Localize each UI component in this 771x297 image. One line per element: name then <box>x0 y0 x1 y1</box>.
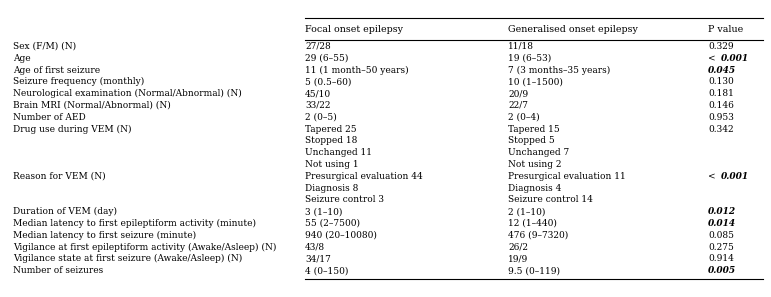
Text: 0.085: 0.085 <box>708 231 734 240</box>
Text: 55 (2–7500): 55 (2–7500) <box>305 219 360 228</box>
Text: 940 (20–10080): 940 (20–10080) <box>305 231 377 240</box>
Text: Unchanged 7: Unchanged 7 <box>508 148 569 157</box>
Text: 27/28: 27/28 <box>305 42 331 51</box>
Text: <: < <box>708 54 719 63</box>
Text: Focal onset epilepsy: Focal onset epilepsy <box>305 24 403 34</box>
Text: 0.342: 0.342 <box>708 124 734 134</box>
Text: Vigilance state at first seizure (Awake/Asleep) (N): Vigilance state at first seizure (Awake/… <box>13 254 242 263</box>
Text: Unchanged 11: Unchanged 11 <box>305 148 372 157</box>
Text: 7 (3 months–35 years): 7 (3 months–35 years) <box>508 66 611 75</box>
Text: Age of first seizure: Age of first seizure <box>13 66 100 75</box>
Text: Stopped 18: Stopped 18 <box>305 136 358 146</box>
Text: Reason for VEM (N): Reason for VEM (N) <box>13 172 106 181</box>
Text: 5 (0.5–60): 5 (0.5–60) <box>305 78 352 86</box>
Text: Generalised onset epilepsy: Generalised onset epilepsy <box>508 24 638 34</box>
Text: Brain MRI (Normal/Abnormal) (N): Brain MRI (Normal/Abnormal) (N) <box>13 101 170 110</box>
Text: 0.130: 0.130 <box>708 78 734 86</box>
Text: 26/2: 26/2 <box>508 243 528 252</box>
Text: 12 (1–440): 12 (1–440) <box>508 219 557 228</box>
Text: 0.914: 0.914 <box>708 255 734 263</box>
Text: 0.001: 0.001 <box>721 172 749 181</box>
Text: 9.5 (0–119): 9.5 (0–119) <box>508 266 560 275</box>
Text: Drug use during VEM (N): Drug use during VEM (N) <box>13 124 132 134</box>
Text: Age: Age <box>13 54 31 63</box>
Text: 33/22: 33/22 <box>305 101 331 110</box>
Text: Diagnosis 8: Diagnosis 8 <box>305 184 359 192</box>
Text: 0.953: 0.953 <box>708 113 734 122</box>
Text: Stopped 5: Stopped 5 <box>508 136 555 146</box>
Text: 19 (6–53): 19 (6–53) <box>508 54 551 63</box>
Text: 10 (1–1500): 10 (1–1500) <box>508 78 563 86</box>
Text: Number of seizures: Number of seizures <box>13 266 103 275</box>
Text: 0.014: 0.014 <box>708 219 736 228</box>
Text: Presurgical evaluation 11: Presurgical evaluation 11 <box>508 172 626 181</box>
Text: Seizure frequency (monthly): Seizure frequency (monthly) <box>13 77 144 86</box>
Text: Neurological examination (Normal/Abnormal) (N): Neurological examination (Normal/Abnorma… <box>13 89 242 98</box>
Text: 2 (0–4): 2 (0–4) <box>508 113 540 122</box>
Text: Sex (F/M) (N): Sex (F/M) (N) <box>13 42 76 51</box>
Text: 43/8: 43/8 <box>305 243 325 252</box>
Text: 20/9: 20/9 <box>508 89 528 98</box>
Text: P value: P value <box>708 24 743 34</box>
Text: 29 (6–55): 29 (6–55) <box>305 54 348 63</box>
Text: 0.329: 0.329 <box>708 42 734 51</box>
Text: Seizure control 3: Seizure control 3 <box>305 195 384 204</box>
Text: 0.146: 0.146 <box>708 101 734 110</box>
Text: 45/10: 45/10 <box>305 89 331 98</box>
Text: Not using 2: Not using 2 <box>508 160 561 169</box>
Text: 22/7: 22/7 <box>508 101 528 110</box>
Text: Seizure control 14: Seizure control 14 <box>508 195 593 204</box>
Text: 34/17: 34/17 <box>305 255 331 263</box>
Text: 11 (1 month–50 years): 11 (1 month–50 years) <box>305 66 409 75</box>
Text: Median latency to first epileptiform activity (minute): Median latency to first epileptiform act… <box>13 219 256 228</box>
Text: Diagnosis 4: Diagnosis 4 <box>508 184 561 192</box>
Text: 0.005: 0.005 <box>708 266 736 275</box>
Text: Median latency to first seizure (minute): Median latency to first seizure (minute) <box>13 231 196 240</box>
Text: 476 (9–7320): 476 (9–7320) <box>508 231 568 240</box>
Text: 0.012: 0.012 <box>708 207 736 216</box>
Text: Vigilance at first epileptiform activity (Awake/Asleep) (N): Vigilance at first epileptiform activity… <box>13 243 276 252</box>
Text: 0.045: 0.045 <box>708 66 736 75</box>
Text: 0.001: 0.001 <box>721 54 749 63</box>
Text: 4 (0–150): 4 (0–150) <box>305 266 348 275</box>
Text: Presurgical evaluation 44: Presurgical evaluation 44 <box>305 172 423 181</box>
Text: <: < <box>708 172 719 181</box>
Text: 19/9: 19/9 <box>508 255 528 263</box>
Text: 0.181: 0.181 <box>708 89 734 98</box>
Text: 2 (1–10): 2 (1–10) <box>508 207 545 216</box>
Text: 2 (0–5): 2 (0–5) <box>305 113 337 122</box>
Text: Number of AED: Number of AED <box>13 113 86 122</box>
Text: Tapered 25: Tapered 25 <box>305 124 357 134</box>
Text: Duration of VEM (day): Duration of VEM (day) <box>13 207 117 216</box>
Text: Tapered 15: Tapered 15 <box>508 124 560 134</box>
Text: Not using 1: Not using 1 <box>305 160 359 169</box>
Text: 3 (1–10): 3 (1–10) <box>305 207 342 216</box>
Text: 11/18: 11/18 <box>508 42 534 51</box>
Text: 0.275: 0.275 <box>708 243 734 252</box>
